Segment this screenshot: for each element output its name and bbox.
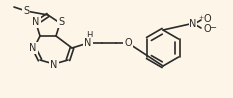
Text: +: + bbox=[198, 15, 203, 20]
Text: O: O bbox=[204, 24, 212, 34]
Text: N: N bbox=[50, 60, 58, 70]
Text: N: N bbox=[29, 43, 37, 53]
Text: N: N bbox=[189, 19, 197, 29]
Text: H: H bbox=[86, 30, 92, 39]
Text: N: N bbox=[84, 38, 92, 48]
Text: N: N bbox=[32, 17, 40, 27]
Text: O: O bbox=[204, 14, 212, 24]
Text: S: S bbox=[58, 17, 64, 27]
Text: O: O bbox=[124, 38, 132, 48]
Text: −: − bbox=[209, 24, 216, 33]
Text: S: S bbox=[23, 6, 29, 16]
